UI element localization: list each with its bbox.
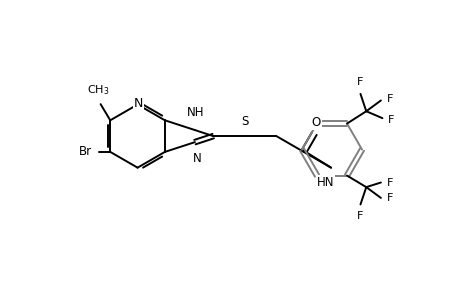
Text: S: S: [241, 115, 248, 128]
Text: F: F: [356, 212, 362, 221]
Text: O: O: [311, 116, 320, 129]
Text: F: F: [356, 77, 362, 87]
Text: F: F: [387, 115, 394, 125]
Text: Br: Br: [78, 146, 91, 158]
Text: NH: NH: [186, 106, 204, 119]
Text: F: F: [386, 178, 392, 188]
Text: F: F: [386, 193, 392, 203]
Text: F: F: [386, 94, 392, 103]
Text: N: N: [192, 152, 201, 165]
Text: N: N: [134, 97, 143, 110]
Text: CH$_3$: CH$_3$: [87, 83, 110, 97]
Text: HN: HN: [316, 176, 333, 189]
